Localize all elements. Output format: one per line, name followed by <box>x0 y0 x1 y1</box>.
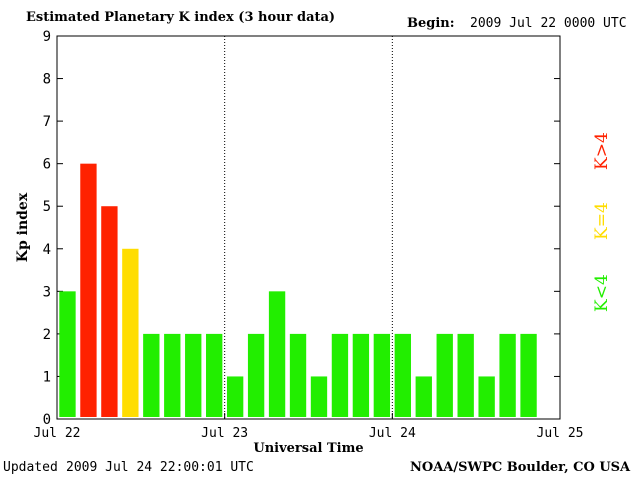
x-tick-label: Jul 22 <box>34 426 81 441</box>
y-tick-label: 8 <box>43 72 51 88</box>
kp-bar <box>394 333 411 417</box>
kp-bar <box>247 333 265 417</box>
y-tick-label: 4 <box>43 242 51 258</box>
updated-label: Updated <box>3 460 58 475</box>
y-tick-label: 9 <box>43 29 51 45</box>
kp-bar <box>310 376 328 417</box>
x-tick-label: Jul 23 <box>201 426 248 441</box>
kp-bar <box>80 163 97 417</box>
kp-bar <box>185 333 202 417</box>
kp-bar <box>226 376 244 417</box>
y-tick-label: 0 <box>43 412 51 428</box>
kp-bar <box>436 333 453 417</box>
kp-bar <box>520 333 537 417</box>
y-axis-label: Kp index <box>15 192 31 262</box>
begin-label: Begin: <box>407 16 455 31</box>
kp-bar <box>143 333 160 417</box>
kp-bar <box>122 248 139 417</box>
kp-bar <box>101 206 118 417</box>
y-tick-label: 3 <box>43 284 51 300</box>
legend-equal: K=4 <box>592 202 612 240</box>
begin-value: 2009 Jul 22 0000 UTC <box>470 16 627 31</box>
legend-low: K<4 <box>592 274 612 312</box>
y-tick-label: 2 <box>43 327 51 343</box>
kp-bar <box>352 333 370 417</box>
y-tick-label: 5 <box>43 199 51 215</box>
kp-bar <box>268 291 286 417</box>
plot-frame <box>56 35 561 420</box>
kp-bar <box>478 376 495 417</box>
kp-bar <box>499 333 516 417</box>
chart-title: Estimated Planetary K index (3 hour data… <box>26 10 336 25</box>
kp-bar <box>331 333 349 417</box>
y-tick-label: 1 <box>43 369 51 385</box>
x-axis-label: Universal Time <box>253 441 363 456</box>
legend-high: K>4 <box>592 132 612 170</box>
x-tick-label: Jul 24 <box>369 426 416 441</box>
x-tick-label: Jul 25 <box>537 426 584 441</box>
source-credit: NOAA/SWPC Boulder, CO USA <box>410 460 631 475</box>
kp-bar <box>373 333 391 417</box>
y-tick-label: 7 <box>43 114 51 130</box>
kp-bar <box>415 376 432 417</box>
kp-bar <box>59 291 76 417</box>
kp-bar <box>164 333 181 417</box>
kp-bar <box>289 333 307 417</box>
updated-value: 2009 Jul 24 22:00:01 UTC <box>66 460 254 475</box>
kp-bar <box>457 333 474 417</box>
y-tick-label: 6 <box>43 157 51 173</box>
kp-bar <box>206 333 223 417</box>
